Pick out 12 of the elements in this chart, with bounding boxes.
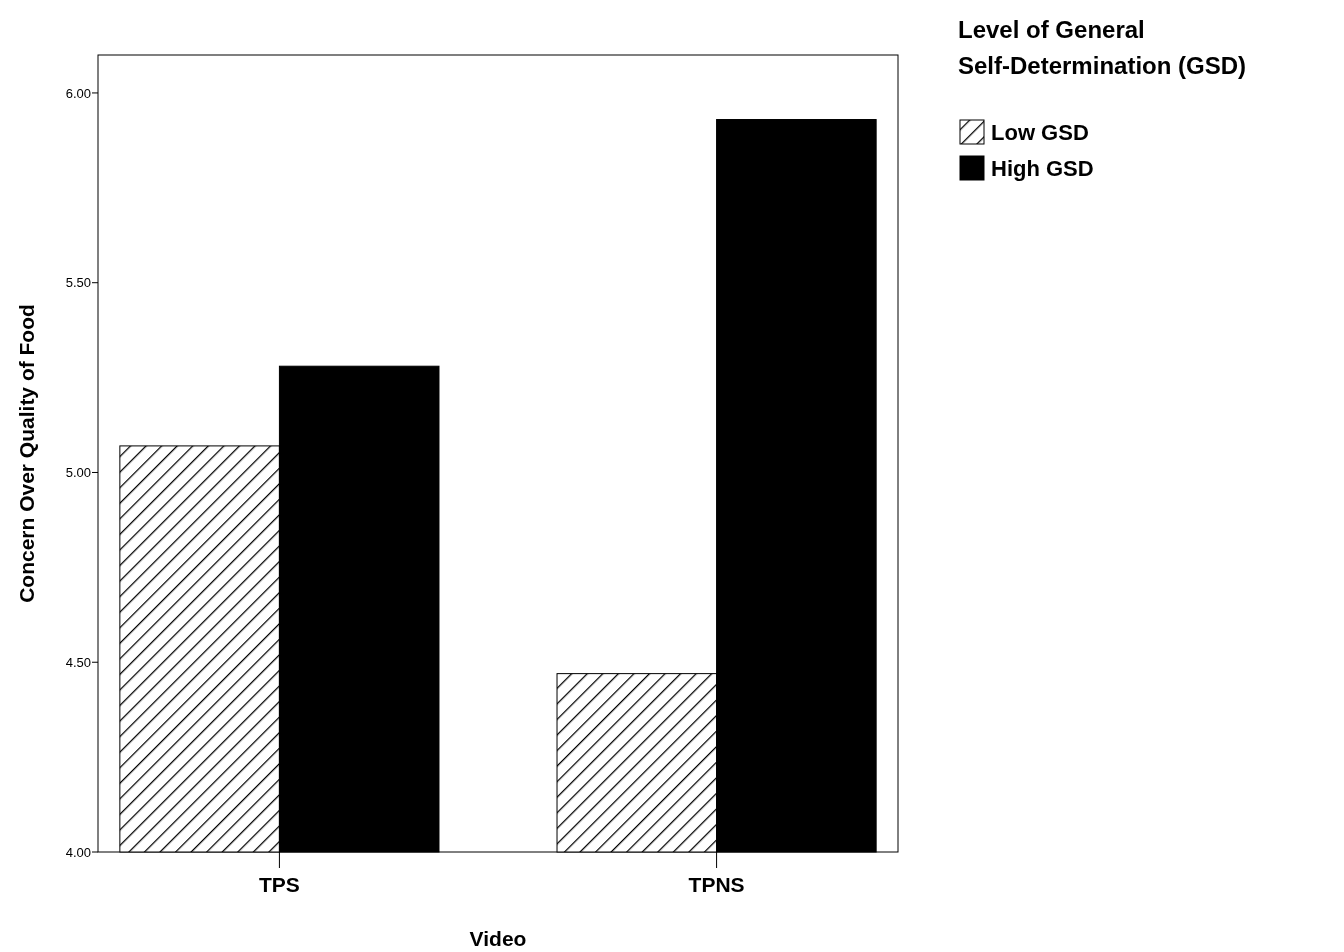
legend-title: Level of General Self-Determination (GSD): [958, 16, 1247, 79]
legend-label: Low GSD: [991, 120, 1089, 145]
y-tick-label: 6.00: [65, 85, 91, 101]
y-tick-label: 5.00: [65, 465, 91, 481]
legend-label: High GSD: [991, 156, 1094, 181]
y-tick-label: 5.50: [65, 275, 91, 291]
x-axis-title: Video: [469, 927, 527, 950]
x-tick-label: TPS: [259, 873, 300, 896]
y-tick-label: 4.00: [65, 844, 91, 860]
y-axis-title: Concern Over Quality of Food: [15, 304, 38, 603]
x-tick-label: TPNS: [688, 873, 745, 896]
y-tick-label: 4.50: [65, 654, 91, 670]
